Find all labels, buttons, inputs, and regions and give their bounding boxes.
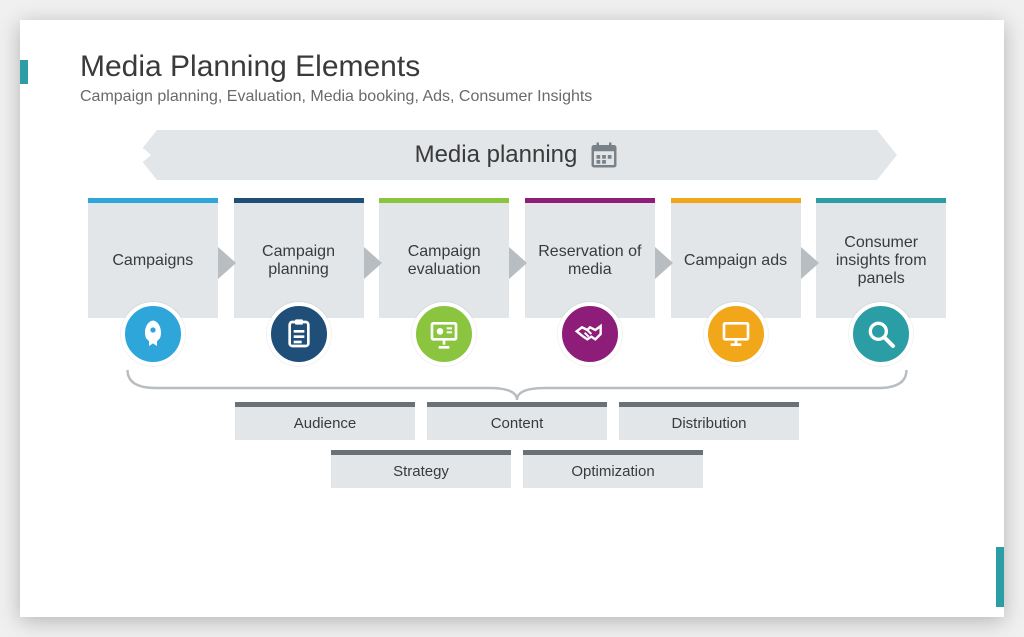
bottom-row-2: Strategy Optimization (80, 450, 954, 488)
accent-left (20, 60, 28, 84)
card-body: Consumer insights from panels (816, 198, 946, 318)
banner: Media planning (157, 130, 877, 180)
bottom-section: Audience Content Distribution Strategy Opti… (80, 402, 954, 488)
card-body: Campaign planning (234, 198, 364, 318)
card-4: Reservation of media (517, 198, 663, 366)
card-body: Campaign ads (671, 198, 801, 318)
bottom-box: Distribution (619, 402, 799, 440)
rocket-icon (121, 302, 185, 366)
bottom-box: Audience (235, 402, 415, 440)
arrow-icon (801, 247, 819, 279)
bottom-box: Strategy (331, 450, 511, 488)
card-5: Campaign ads (663, 198, 809, 366)
bracket (80, 370, 954, 400)
slide: Media Planning Elements Campaign plannin… (20, 20, 1004, 617)
cards-row: CampaignsCampaign planningCampaign evalu… (80, 198, 954, 366)
accent-right (996, 547, 1004, 607)
card-3: Campaign evaluation (371, 198, 517, 366)
arrow-icon (364, 247, 382, 279)
bottom-box: Content (427, 402, 607, 440)
bottom-row-1: Audience Content Distribution (80, 402, 954, 440)
calendar-icon (589, 140, 619, 170)
arrow-icon (218, 247, 236, 279)
monitor-icon (704, 302, 768, 366)
arrow-icon (655, 247, 673, 279)
clipboard-icon (267, 302, 331, 366)
card-body: Campaign evaluation (379, 198, 509, 318)
card-1: Campaigns (80, 198, 226, 366)
card-body: Campaigns (88, 198, 218, 318)
magnifier-icon (849, 302, 913, 366)
page-subtitle: Campaign planning, Evaluation, Media boo… (80, 88, 954, 106)
handshake-icon (558, 302, 622, 366)
card-2: Campaign planning (226, 198, 372, 366)
page-title: Media Planning Elements (80, 50, 954, 84)
card-6: Consumer insights from panels (808, 198, 954, 366)
arrow-icon (509, 247, 527, 279)
bottom-box: Optimization (523, 450, 703, 488)
banner-label: Media planning (415, 141, 578, 169)
presentation-icon (412, 302, 476, 366)
card-body: Reservation of media (525, 198, 655, 318)
